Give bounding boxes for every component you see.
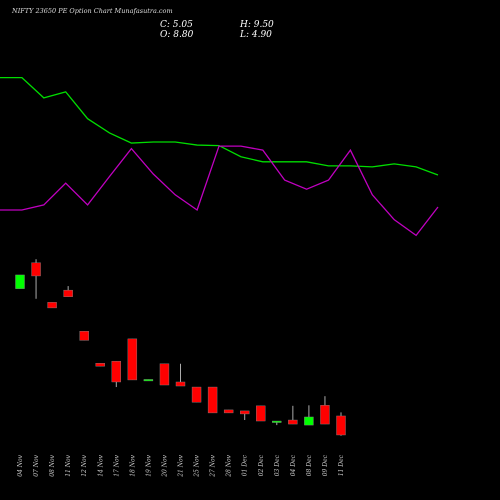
candle-body — [207, 386, 218, 414]
candle-body — [320, 405, 330, 425]
x-tick-label: 19 Nov — [145, 454, 152, 476]
low-label: L: 4.90 — [239, 30, 272, 40]
x-tick-label: 03 Dec — [274, 454, 281, 476]
candle-body — [223, 409, 234, 414]
x-tick-label: 17 Nov — [113, 454, 120, 476]
candle-body — [272, 420, 282, 423]
x-tick-label: 07 Nov — [33, 454, 40, 476]
x-tick-label: 20 Nov — [161, 454, 168, 477]
x-tick-label: 02 Dec — [258, 454, 265, 476]
indicator-line — [0, 76, 439, 176]
candle-body — [15, 274, 25, 289]
candle-body — [95, 363, 105, 367]
x-tick-label: 14 Nov — [97, 454, 104, 476]
candle-body — [127, 338, 138, 381]
candle-body — [159, 363, 170, 386]
x-tick-label: 18 Nov — [129, 454, 136, 476]
x-tick-label: 12 Nov — [81, 454, 88, 476]
candle-body — [304, 416, 314, 426]
x-tick-label: 21 Nov — [178, 454, 185, 477]
x-tick-label: 09 Dec — [322, 454, 329, 476]
candle-body — [175, 381, 186, 387]
candle-body — [191, 386, 202, 403]
candle-body — [239, 410, 250, 415]
x-tick-label: 27 Nov — [210, 454, 217, 477]
candle-body — [63, 289, 73, 297]
candle-body — [79, 331, 89, 341]
candle-body — [288, 419, 298, 425]
x-tick-label: 11 Dec — [338, 454, 345, 476]
candle-body — [143, 379, 154, 382]
x-tick-label: 08 Nov — [49, 454, 56, 476]
candle-body — [111, 360, 122, 383]
chart-title: NIFTY 23650 PE Option Chart Munafasutra.… — [11, 7, 173, 15]
open-label: O: 8.80 — [160, 30, 194, 40]
candle-body — [336, 415, 346, 436]
x-tick-label: 11 Nov — [65, 454, 72, 476]
candle-body — [31, 262, 41, 277]
x-tick-label: 08 Dec — [306, 454, 313, 476]
indicator-line — [0, 145, 439, 237]
x-tick-label: 01 Dec — [242, 454, 249, 476]
x-tick-label: 28 Nov — [226, 454, 233, 477]
x-tick-label: 04 Nov — [17, 454, 24, 476]
close-label: C: 5.05 — [160, 20, 193, 30]
high-label: H: 9.50 — [239, 20, 274, 30]
candle-body — [256, 405, 266, 422]
candle-body — [47, 302, 57, 309]
x-tick-label: 25 Nov — [194, 454, 201, 477]
x-tick-label: 04 Dec — [290, 454, 297, 476]
